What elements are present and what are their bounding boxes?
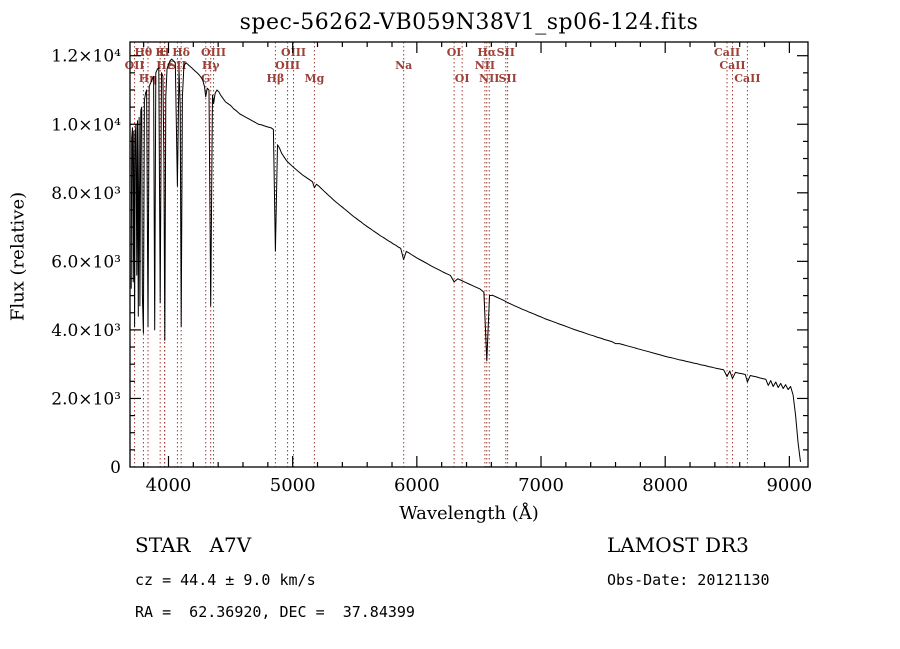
axis-ticks (130, 42, 808, 467)
spectral-line-label: Hδ (172, 46, 190, 59)
spectral-line-label: OII (125, 59, 145, 72)
spectral-line-label: Hα (477, 46, 496, 59)
x-tick-label: 5000 (270, 475, 316, 496)
spectral-line-label: SII (498, 72, 516, 85)
spectrum-curve (130, 58, 801, 462)
spectral-line-label: CaII (734, 72, 760, 85)
x-tick-label: 8000 (642, 475, 688, 496)
spectral-line-label: Hθ (135, 46, 153, 59)
annotation-ra-dec: RA = 62.36920, DEC = 37.84399 (135, 603, 415, 621)
annotation-cz: cz = 44.4 ± 9.0 km/s (135, 571, 316, 589)
spectral-line-label: H (159, 46, 169, 59)
annotation-survey: LAMOST DR3 (607, 533, 749, 557)
x-tick-label: 4000 (146, 475, 192, 496)
axes-frame (129, 41, 809, 468)
x-tick-label: 6000 (394, 475, 440, 496)
spectral-line-label: NII (479, 72, 499, 85)
spectral-line-markers: OIIHθHηKHHεSIIHδGHγOIIIHβOIIIOIIIMgNaOIO… (125, 42, 760, 467)
spectral-line-label: OIII (201, 46, 226, 59)
y-tick-label: 1.0×10⁴ (51, 115, 121, 135)
x-tick-label: 7000 (518, 475, 564, 496)
spectral-line-label: Hγ (202, 59, 220, 72)
y-axis-label: Flux (relative) (7, 191, 29, 322)
annotation-obs-date: Obs-Date: 20121130 (607, 571, 770, 589)
y-tick-label: 1.2×10⁴ (51, 47, 121, 67)
spectral-line-label: SII (168, 59, 186, 72)
spectral-line-label: Na (395, 59, 412, 72)
y-tick-label: 0 (110, 458, 121, 478)
x-tick-label: 9000 (766, 475, 812, 496)
y-tick-label: 8.0×10³ (51, 184, 121, 204)
spectral-line-label: K (155, 46, 165, 59)
spectral-line-label: G (201, 72, 210, 85)
spectral-line-label: Hβ (267, 72, 285, 85)
plot-title: spec-56262-VB059N38V1_sp06-124.fits (239, 10, 699, 35)
y-tick-label: 4.0×10³ (51, 321, 121, 341)
spectral-line-label: Hη (139, 72, 157, 85)
spectral-line-label: Mg (304, 72, 324, 85)
spectral-line-label: OIII (281, 46, 306, 59)
axis-tick-labels: 4000 5000 6000 7000 8000 9000 0 2.0×10³ 4.0×10³ 6… (51, 47, 812, 496)
spectral-line-label: OIII (275, 59, 300, 72)
annotation-classification: STAR A7V (135, 533, 252, 557)
y-tick-label: 2.0×10³ (51, 389, 121, 409)
spectral-line-label: CaII (719, 59, 745, 72)
spectral-line-label: SII (497, 46, 515, 59)
spectral-line-label: OI (447, 46, 462, 59)
spectral-line-label: CaII (714, 46, 740, 59)
spectral-line-label: OI (455, 72, 470, 85)
x-axis-label: Wavelength (Å) (399, 503, 539, 524)
spectral-line-label: NII (475, 59, 495, 72)
y-tick-label: 6.0×10³ (51, 252, 121, 272)
